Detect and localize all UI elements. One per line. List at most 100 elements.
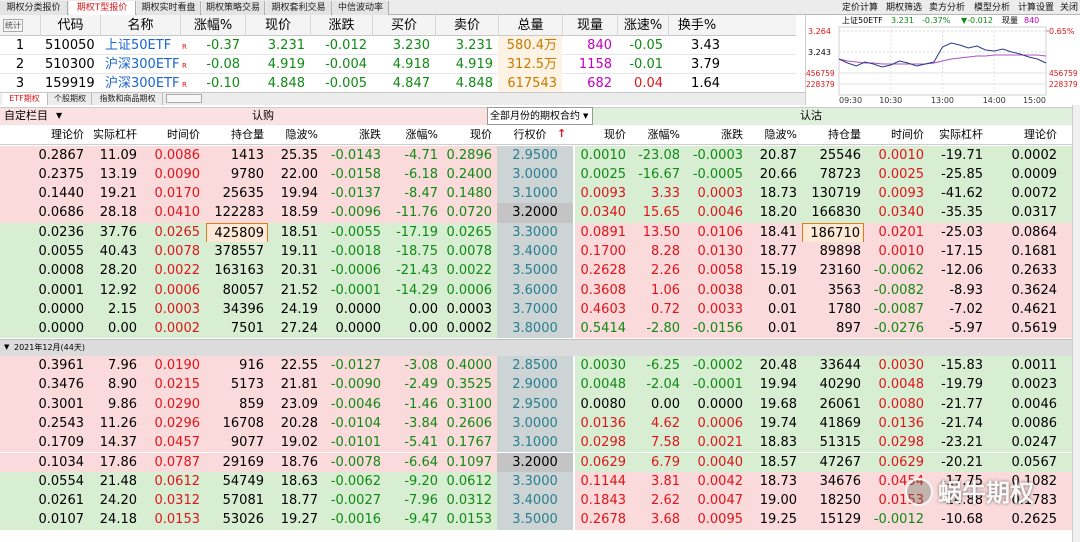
call-cell[interactable]: 0.2896 <box>446 147 493 163</box>
call-cell[interactable]: 0.0312 <box>154 493 201 509</box>
put-cell[interactable]: 0.0010 <box>580 147 627 163</box>
call-cell[interactable]: -0.0027 <box>330 493 381 509</box>
strike-cell[interactable]: 3.0000 <box>512 415 558 431</box>
put-cell[interactable]: 0.0023 <box>1011 377 1058 393</box>
call-cell[interactable]: 0.0002 <box>154 321 201 337</box>
call-cell[interactable]: 0.0170 <box>154 186 201 202</box>
call-cell[interactable]: 425809 <box>206 222 268 244</box>
call-cell[interactable]: 80057 <box>222 282 264 298</box>
put-cell[interactable]: -6.25 <box>646 358 680 373</box>
call-cell[interactable]: 0.0078 <box>446 244 493 259</box>
call-cell[interactable]: 0.2400 <box>446 166 493 182</box>
put-cell[interactable]: 0.0033 <box>697 301 744 317</box>
strike-cell[interactable]: 2.9000 <box>512 377 558 393</box>
put-cell[interactable]: 0.1700 <box>580 244 627 259</box>
put-cell[interactable]: -19.71 <box>941 147 983 163</box>
call-cell[interactable]: 11.09 <box>99 147 137 163</box>
call-cell[interactable]: 0.0290 <box>154 396 201 412</box>
put-cell[interactable]: 0.0080 <box>580 396 627 412</box>
put-cell[interactable]: 20.48 <box>759 358 797 373</box>
put-cell[interactable]: 0.72 <box>651 301 680 317</box>
put-cell[interactable]: -20.21 <box>941 454 983 470</box>
put-cell[interactable]: 18.83 <box>759 435 797 451</box>
put-cell[interactable]: 0.0046 <box>1011 396 1058 412</box>
put-cell[interactable]: 26061 <box>819 396 861 412</box>
sub-tab[interactable]: ETF期权 <box>2 93 48 105</box>
call-cell[interactable]: 0.0612 <box>446 473 493 489</box>
call-cell[interactable]: 18.63 <box>280 473 318 489</box>
put-cell[interactable]: 18.73 <box>759 186 797 202</box>
put-cell[interactable]: 0.0072 <box>1011 186 1058 202</box>
scrollbar[interactable] <box>1072 105 1080 542</box>
call-cell[interactable]: -0.0055 <box>330 224 381 240</box>
put-cell[interactable]: -0.0276 <box>873 321 924 337</box>
call-cell[interactable]: -0.0006 <box>330 263 381 279</box>
strike-cell[interactable]: 3.4000 <box>512 244 558 259</box>
call-cell[interactable]: 19.11 <box>280 244 318 259</box>
call-cell[interactable]: 0.3961 <box>38 358 85 373</box>
call-cell[interactable]: 0.0022 <box>154 263 201 279</box>
put-cell[interactable]: -0.0087 <box>873 301 924 317</box>
put-cell[interactable]: 0.2633 <box>1011 263 1058 279</box>
put-cell[interactable]: 0.01 <box>768 282 797 298</box>
toolbar-link[interactable]: 关闭 <box>1060 3 1079 13</box>
put-cell[interactable]: -2.80 <box>646 321 680 337</box>
put-cell[interactable]: -8.93 <box>949 282 983 298</box>
call-cell[interactable]: 0.1034 <box>38 454 85 470</box>
column-header[interactable]: 持仓量 <box>231 128 264 141</box>
call-cell[interactable]: 0.0457 <box>154 435 201 451</box>
put-cell[interactable]: 186710 <box>802 222 864 244</box>
put-cell[interactable]: 0.3624 <box>1011 282 1058 298</box>
put-cell[interactable]: -5.97 <box>949 321 983 337</box>
put-cell[interactable]: -0.0062 <box>873 263 924 279</box>
call-cell[interactable]: 19.27 <box>280 512 318 528</box>
put-cell[interactable]: 0.0048 <box>580 377 627 393</box>
put-cell[interactable]: 2.26 <box>651 263 680 279</box>
call-cell[interactable]: 0.0296 <box>154 415 201 431</box>
call-cell[interactable]: -18.75 <box>396 244 438 259</box>
put-cell[interactable]: 0.0046 <box>697 205 744 221</box>
call-cell[interactable]: 163163 <box>214 263 264 279</box>
call-cell[interactable]: 20.28 <box>280 415 318 431</box>
custom-columns-button[interactable]: 自定栏目 <box>4 109 48 122</box>
put-cell[interactable]: -2.04 <box>646 377 680 393</box>
put-cell[interactable]: 0.0095 <box>697 512 744 528</box>
call-cell[interactable]: 0.0090 <box>154 166 201 182</box>
put-cell[interactable]: 0.0006 <box>697 415 744 431</box>
call-cell[interactable]: 19.02 <box>280 435 318 451</box>
put-cell[interactable]: 0.0298 <box>580 435 627 451</box>
put-cell[interactable]: 0.0011 <box>1011 358 1058 373</box>
call-cell[interactable]: 0.3476 <box>38 377 85 393</box>
put-cell[interactable]: 0.0025 <box>878 166 925 182</box>
column-header[interactable]: 隐波% <box>764 128 797 141</box>
call-cell[interactable]: 0.3525 <box>446 377 493 393</box>
call-cell[interactable]: -0.0158 <box>330 166 381 182</box>
call-cell[interactable]: -11.76 <box>396 205 438 221</box>
put-cell[interactable]: 0.0030 <box>580 358 627 373</box>
put-cell[interactable]: 1.06 <box>651 282 680 298</box>
strike-cell[interactable]: 3.7000 <box>512 301 558 317</box>
call-cell[interactable]: -0.0090 <box>330 377 381 393</box>
put-cell[interactable]: 8.28 <box>651 244 680 259</box>
strike-cell[interactable]: 3.1000 <box>512 435 558 451</box>
put-cell[interactable]: -0.0005 <box>692 166 743 182</box>
put-cell[interactable]: 40290 <box>819 377 861 393</box>
call-cell[interactable]: 0.0153 <box>154 512 201 528</box>
put-cell[interactable]: 0.0003 <box>697 186 744 202</box>
call-cell[interactable]: -2.49 <box>404 377 438 393</box>
call-cell[interactable]: 9.86 <box>108 396 137 412</box>
sub-tab-scroll[interactable] <box>166 94 202 103</box>
call-cell[interactable]: -7.96 <box>404 493 438 509</box>
put-cell[interactable]: 0.0030 <box>878 358 925 373</box>
put-cell[interactable]: -0.0003 <box>692 147 743 163</box>
put-cell[interactable]: -12.06 <box>941 263 983 279</box>
call-cell[interactable]: 7501 <box>230 321 264 337</box>
put-cell[interactable]: 0.0201 <box>878 224 925 240</box>
put-cell[interactable]: 33644 <box>819 358 861 373</box>
strike-cell[interactable]: 3.2000 <box>512 454 558 470</box>
put-cell[interactable]: 0.3608 <box>580 282 627 298</box>
strike-cell[interactable]: 3.5000 <box>512 263 558 279</box>
put-cell[interactable]: 0.0136 <box>580 415 627 431</box>
put-cell[interactable]: 3563 <box>827 282 861 298</box>
call-cell[interactable]: 7.96 <box>108 358 137 373</box>
